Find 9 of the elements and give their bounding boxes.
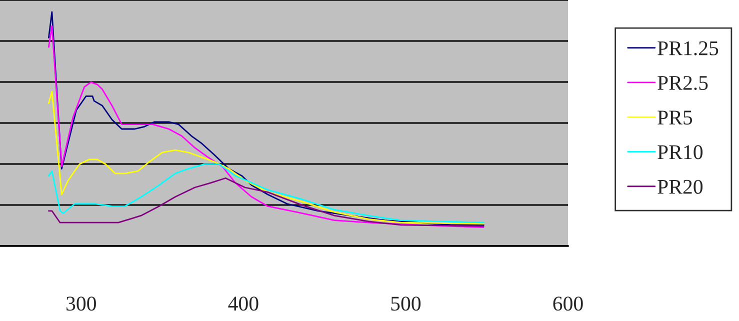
legend-label: PR1.25 bbox=[658, 41, 718, 56]
x-tick-label: 400 bbox=[228, 296, 258, 311]
legend-label: PR5 bbox=[658, 110, 692, 125]
x-tick-label: 300 bbox=[66, 296, 96, 311]
legend-label: PR2.5 bbox=[658, 76, 708, 90]
legend-label: PR10 bbox=[658, 145, 703, 160]
x-tick-label: 600 bbox=[553, 296, 583, 311]
x-tick-label: 500 bbox=[391, 296, 421, 311]
legend-label: PR20 bbox=[658, 180, 703, 194]
